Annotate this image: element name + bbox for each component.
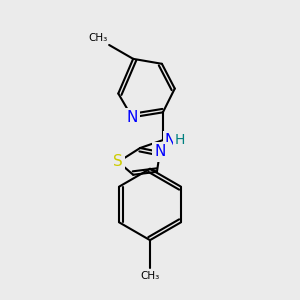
Text: CH₃: CH₃ bbox=[140, 271, 160, 281]
Text: N: N bbox=[154, 145, 166, 160]
Text: N: N bbox=[165, 133, 176, 148]
Text: S: S bbox=[113, 154, 123, 169]
Text: N: N bbox=[127, 110, 138, 125]
Text: H: H bbox=[175, 133, 185, 147]
Text: CH₃: CH₃ bbox=[88, 33, 107, 43]
